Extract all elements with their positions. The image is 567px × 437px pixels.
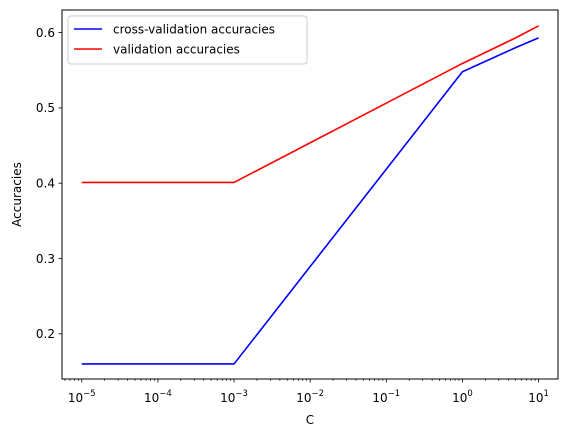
x-tick-label-base: 10: [296, 391, 311, 405]
x-tick-label-exponent: −3: [235, 389, 248, 399]
x-tick-label-exponent: 0: [467, 389, 472, 399]
y-tick-label: 0.2: [36, 327, 55, 341]
x-tick-label: 10−3: [220, 389, 248, 405]
x-tick-label-exponent: −4: [159, 389, 172, 399]
series-line-1: [81, 25, 539, 184]
legend-box: [67, 15, 308, 65]
x-tick-label-base: 10: [372, 391, 387, 405]
y-axis-ticks: 0.2 0.3 0.4 0.5 0.6: [36, 26, 62, 341]
x-tick-label-base: 10: [220, 391, 235, 405]
x-tick-label: 101: [528, 389, 549, 405]
x-tick-label: 10−4: [144, 389, 172, 405]
x-tick-label: 100: [452, 389, 473, 405]
legend-label-cross-validation: cross-validation accuracies: [113, 23, 275, 37]
y-tick-label: 0.3: [36, 252, 55, 266]
x-axis-label: C: [306, 413, 314, 427]
plot-background: [62, 10, 558, 379]
y-tick-label: 0.6: [36, 26, 55, 40]
x-axis-ticks: 10−5 10−4 10−3 10−2 10−1 100 101: [64, 379, 549, 405]
x-tick-label-base: 10: [528, 391, 543, 405]
x-tick-label-base: 10: [144, 391, 159, 405]
x-tick-label: 10−5: [68, 389, 96, 405]
plot-frame: [61, 9, 559, 380]
x-tick-label-exponent: −1: [388, 389, 401, 399]
x-tick-label: 10−1: [372, 389, 400, 405]
x-tick-label-exponent: −2: [312, 389, 325, 399]
x-tick-label-exponent: 1: [543, 389, 548, 399]
x-tick-label-exponent: −5: [83, 389, 96, 399]
y-tick-label: 0.4: [36, 177, 55, 191]
legend: cross-validation accuracies validation a…: [67, 15, 308, 65]
series-layer: [81, 25, 539, 365]
x-tick-label-base: 10: [452, 391, 467, 405]
y-tick-label: 0.5: [36, 101, 55, 115]
y-axis-label: Accuracies: [10, 162, 24, 227]
x-tick-label: 10−2: [296, 389, 324, 405]
legend-label-validation: validation accuracies: [113, 43, 240, 57]
x-tick-label-base: 10: [68, 391, 83, 405]
series-line-0: [81, 37, 539, 365]
